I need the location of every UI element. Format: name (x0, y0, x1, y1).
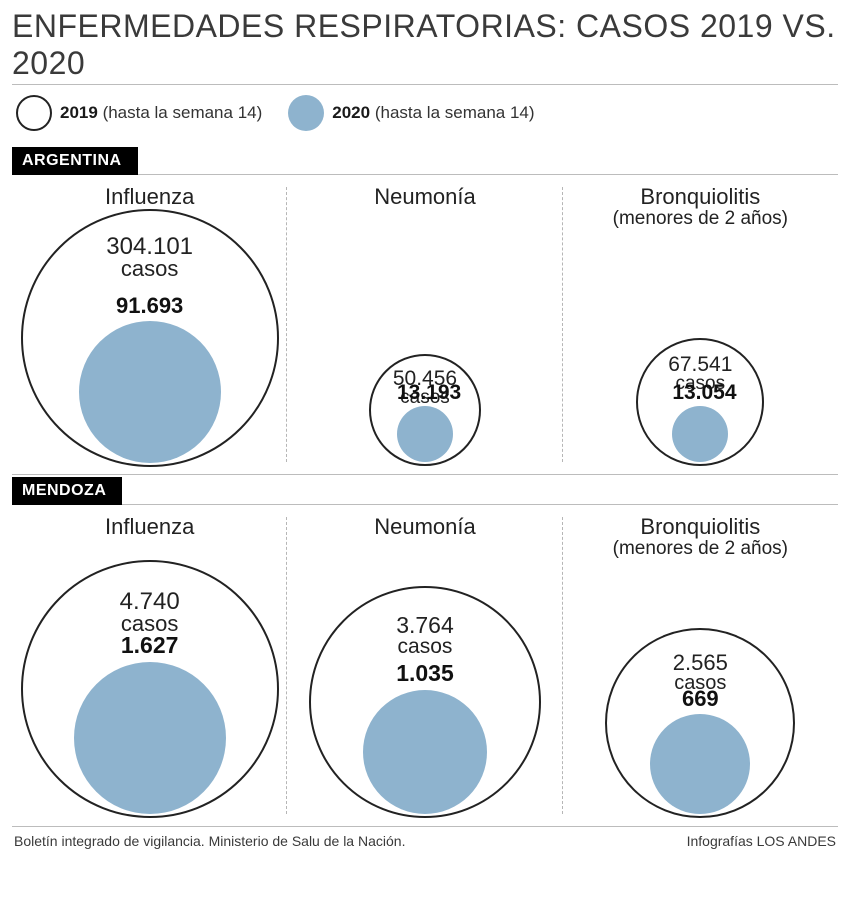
inner-circle-2020: 91.693 (79, 321, 221, 463)
outer-circle-2019: 2.565casos669 (605, 628, 795, 818)
circle-zone: 50.456casos13.193 (293, 354, 556, 466)
circle-zone: 4.740casos1.627 (18, 560, 281, 818)
disease-title: Influenza (105, 515, 194, 539)
footer-source: Boletín integrado de vigilancia. Ministe… (14, 833, 405, 849)
disease-subtitle: (menores de 2 años) (613, 539, 788, 559)
outer-circle-2019: 50.456casos13.193 (369, 354, 481, 466)
infographic-container: ENFERMEDADES RESPIRATORIAS: CASOS 2019 V… (0, 0, 850, 853)
circle-zone: 2.565casos669 (569, 628, 832, 818)
inner-circle-2020: 1.627 (74, 662, 226, 814)
disease-cell: Bronquiolitis(menores de 2 años) 67.541ca… (563, 175, 838, 474)
disease-cell: Influenza4.740casos1.627 (12, 505, 287, 826)
outer-circle-2019: 3.764casos 1.035 (309, 586, 541, 818)
legend-detail: (hasta la semana 14) (103, 103, 263, 122)
inner-value-label: 13.193 (397, 381, 453, 405)
region-row: Influenza 304.101casos 91.693 Neumonía 50.45… (12, 175, 838, 475)
legend-item-2019: 2019 (hasta la semana 14) (16, 95, 262, 131)
circle-zone: 3.764casos 1.035 (293, 586, 556, 818)
inner-value-label: 1.627 (74, 632, 226, 659)
footer: Boletín integrado de vigilancia. Ministe… (12, 827, 838, 849)
outer-circle-2019: 67.541casos13.054 (636, 338, 764, 466)
legend-swatch-outline (16, 95, 52, 131)
region-tab: MENDOZA (12, 477, 122, 505)
disease-title: Influenza (105, 185, 194, 209)
inner-circle-2020: 1.035 (363, 690, 487, 814)
circle-zone: 67.541casos13.054 (569, 338, 832, 466)
outer-value-label: 304.101casos (23, 235, 277, 280)
inner-circle-2020: 669 (650, 714, 750, 814)
region-tab: ARGENTINA (12, 147, 138, 175)
legend-swatch-fill (288, 95, 324, 131)
outer-circle-2019: 4.740casos1.627 (21, 560, 279, 818)
disease-cell: Neumonía 50.456casos13.193 (287, 175, 562, 474)
inner-value-label: 669 (650, 686, 750, 712)
inner-circle-2020: 13.193 (397, 406, 453, 462)
disease-cell: Influenza 304.101casos 91.693 (12, 175, 287, 474)
disease-title: Bronquiolitis (640, 515, 760, 539)
outer-circle-2019: 304.101casos 91.693 (21, 209, 279, 467)
legend-item-2020: 2020 (hasta la semana 14) (288, 95, 534, 131)
legend-year: 2020 (332, 103, 370, 122)
disease-title: Neumonía (374, 515, 476, 539)
circle-zone: 304.101casos 91.693 (18, 209, 281, 467)
disease-cell: Neumonía 3.764casos 1.035 (287, 505, 562, 826)
disease-title: Bronquiolitis (640, 185, 760, 209)
footer-credit: Infografías LOS ANDES (687, 833, 836, 849)
disease-subtitle: (menores de 2 años) (613, 209, 788, 229)
inner-value-label: 91.693 (79, 293, 221, 319)
main-title: ENFERMEDADES RESPIRATORIAS: CASOS 2019 V… (12, 8, 838, 85)
regions: ARGENTINA Influenza 304.101casos 91.693 Neum… (12, 145, 838, 827)
region-row: Influenza4.740casos1.627Neumonía3.764cas… (12, 505, 838, 827)
inner-value-label: 1.035 (363, 660, 487, 687)
outer-value-label: 4.740casos (23, 590, 277, 635)
legend: 2019 (hasta la semana 14) 2020 (hasta la… (16, 95, 838, 131)
legend-detail: (hasta la semana 14) (375, 103, 535, 122)
disease-title: Neumonía (374, 185, 476, 209)
legend-year: 2019 (60, 103, 98, 122)
inner-circle-2020: 13.054 (672, 406, 728, 462)
disease-cell: Bronquiolitis(menores de 2 años) 2.565cas… (563, 505, 838, 826)
inner-value-label: 13.054 (672, 381, 728, 405)
outer-value-label: 3.764casos (311, 614, 539, 657)
